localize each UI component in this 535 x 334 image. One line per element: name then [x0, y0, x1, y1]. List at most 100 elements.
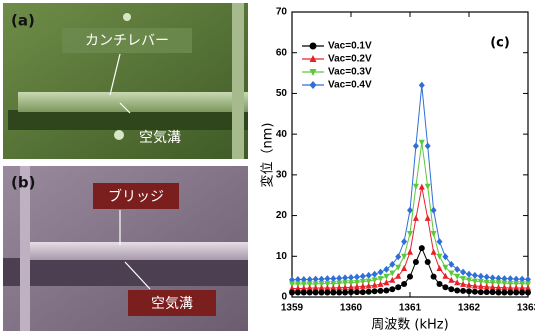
series-line: [292, 187, 528, 288]
point: [372, 288, 378, 294]
legend-label: Vac=0.1V: [328, 41, 372, 52]
point: [413, 259, 419, 265]
y-tick-label: 40: [276, 129, 288, 140]
point: [360, 273, 366, 280]
point: [460, 269, 466, 276]
point: [383, 266, 389, 273]
figure: (a) カンチレバー 空気溝 (b) ブリッジ 空気溝 (c) 周波数 (kHz…: [0, 0, 535, 334]
point: [448, 277, 454, 283]
point: [466, 271, 472, 278]
point: [448, 286, 454, 292]
x-tick-label: 1359: [281, 303, 304, 314]
frame-edge: [232, 3, 244, 159]
point: [431, 274, 437, 280]
point: [490, 289, 496, 295]
point: [419, 140, 425, 146]
point: [313, 290, 319, 296]
legend-label: Vac=0.3V: [328, 67, 372, 78]
point: [401, 265, 407, 271]
point: [442, 284, 448, 290]
y-axis-label: 変位（nm): [260, 123, 276, 188]
point: [437, 281, 443, 287]
chart: (c) 周波数 (kHz) 変位（nm) 0 10 20 30 40 50 60 70 1359…: [260, 7, 535, 333]
point: [496, 290, 502, 296]
point: [525, 290, 531, 296]
y-tick-label: 70: [276, 7, 288, 18]
point: [513, 290, 519, 296]
point: [419, 245, 425, 251]
point: [348, 289, 354, 295]
sem-image: [3, 3, 248, 159]
legend-label: Vac=0.2V: [328, 54, 372, 65]
annotation: 空気溝: [151, 296, 193, 312]
point: [413, 215, 419, 221]
x-tick-label: 1361: [399, 303, 422, 314]
point: [484, 274, 490, 281]
point: [342, 290, 348, 296]
point: [460, 288, 466, 294]
y-tick-label: 60: [276, 47, 288, 58]
point: [389, 270, 395, 276]
point: [413, 184, 419, 190]
legend-marker: [310, 43, 317, 50]
point: [407, 274, 413, 280]
point: [378, 288, 384, 294]
point: [437, 238, 443, 245]
point: [395, 284, 401, 290]
point: [336, 290, 342, 296]
point: [437, 265, 443, 271]
point: [289, 290, 295, 296]
point: [431, 231, 437, 237]
point: [407, 231, 413, 237]
point: [454, 266, 460, 273]
point: [478, 289, 484, 295]
y-tick-label: 50: [276, 88, 288, 99]
point: [366, 289, 372, 295]
point: [324, 290, 330, 296]
point: [472, 272, 478, 279]
point: [425, 184, 431, 190]
trench: [8, 110, 248, 130]
point: [413, 142, 419, 149]
x-tick-label: 1360: [340, 303, 363, 314]
point: [507, 290, 513, 296]
point: [389, 286, 395, 292]
point: [407, 249, 413, 255]
point: [307, 290, 313, 296]
point: [431, 249, 437, 255]
y-tick-label: 10: [276, 251, 288, 262]
y-tick-label: 30: [276, 169, 288, 180]
y-tick-label: 20: [276, 210, 288, 221]
panel-a: (a) カンチレバー 空気溝: [3, 3, 248, 159]
panel-label: (c): [490, 36, 510, 51]
annotation: ブリッジ: [108, 188, 164, 205]
panel-label: (b): [11, 174, 35, 192]
point: [519, 290, 525, 296]
point: [378, 269, 384, 276]
point: [484, 289, 490, 295]
legend-label: Vac=0.4V: [328, 80, 372, 91]
point: [372, 271, 378, 278]
annotation: 空気溝: [139, 130, 181, 146]
point: [401, 238, 407, 245]
point: [425, 259, 431, 265]
y-tick-label: 0: [281, 292, 287, 303]
cantilever: [18, 92, 248, 112]
legend-marker: [310, 81, 317, 89]
point: [478, 273, 484, 280]
point: [383, 287, 389, 293]
point: [354, 274, 360, 281]
point: [389, 277, 395, 283]
particle: [123, 13, 131, 21]
x-axis-label: 周波数 (kHz): [371, 318, 448, 333]
point: [454, 287, 460, 293]
point: [301, 290, 307, 296]
point: [425, 142, 431, 149]
particle: [114, 130, 124, 140]
bridge: [28, 242, 248, 260]
panel-b: (b) ブリッジ 空気溝: [3, 166, 248, 331]
point: [348, 274, 354, 281]
point: [501, 290, 507, 296]
point: [419, 184, 425, 190]
point: [401, 254, 407, 260]
